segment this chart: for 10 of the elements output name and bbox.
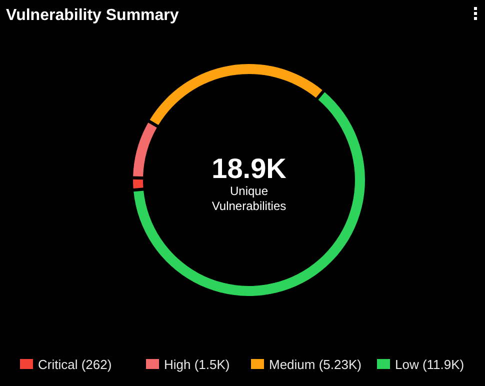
donut-slice: [150, 64, 322, 125]
legend-label: Critical (262): [38, 357, 112, 372]
text: 18.9K: [212, 153, 286, 184]
text: Unique Vulnerabilities: [212, 184, 286, 213]
legend-label: High (1.5K): [164, 357, 230, 372]
chart-title: Vulnerability Summary: [6, 7, 179, 24]
legend-label: Low (11.9K): [395, 357, 464, 372]
donut-slice: [133, 122, 157, 176]
legend-label: Medium (5.23K): [269, 357, 362, 372]
donut-slice: [134, 92, 365, 296]
